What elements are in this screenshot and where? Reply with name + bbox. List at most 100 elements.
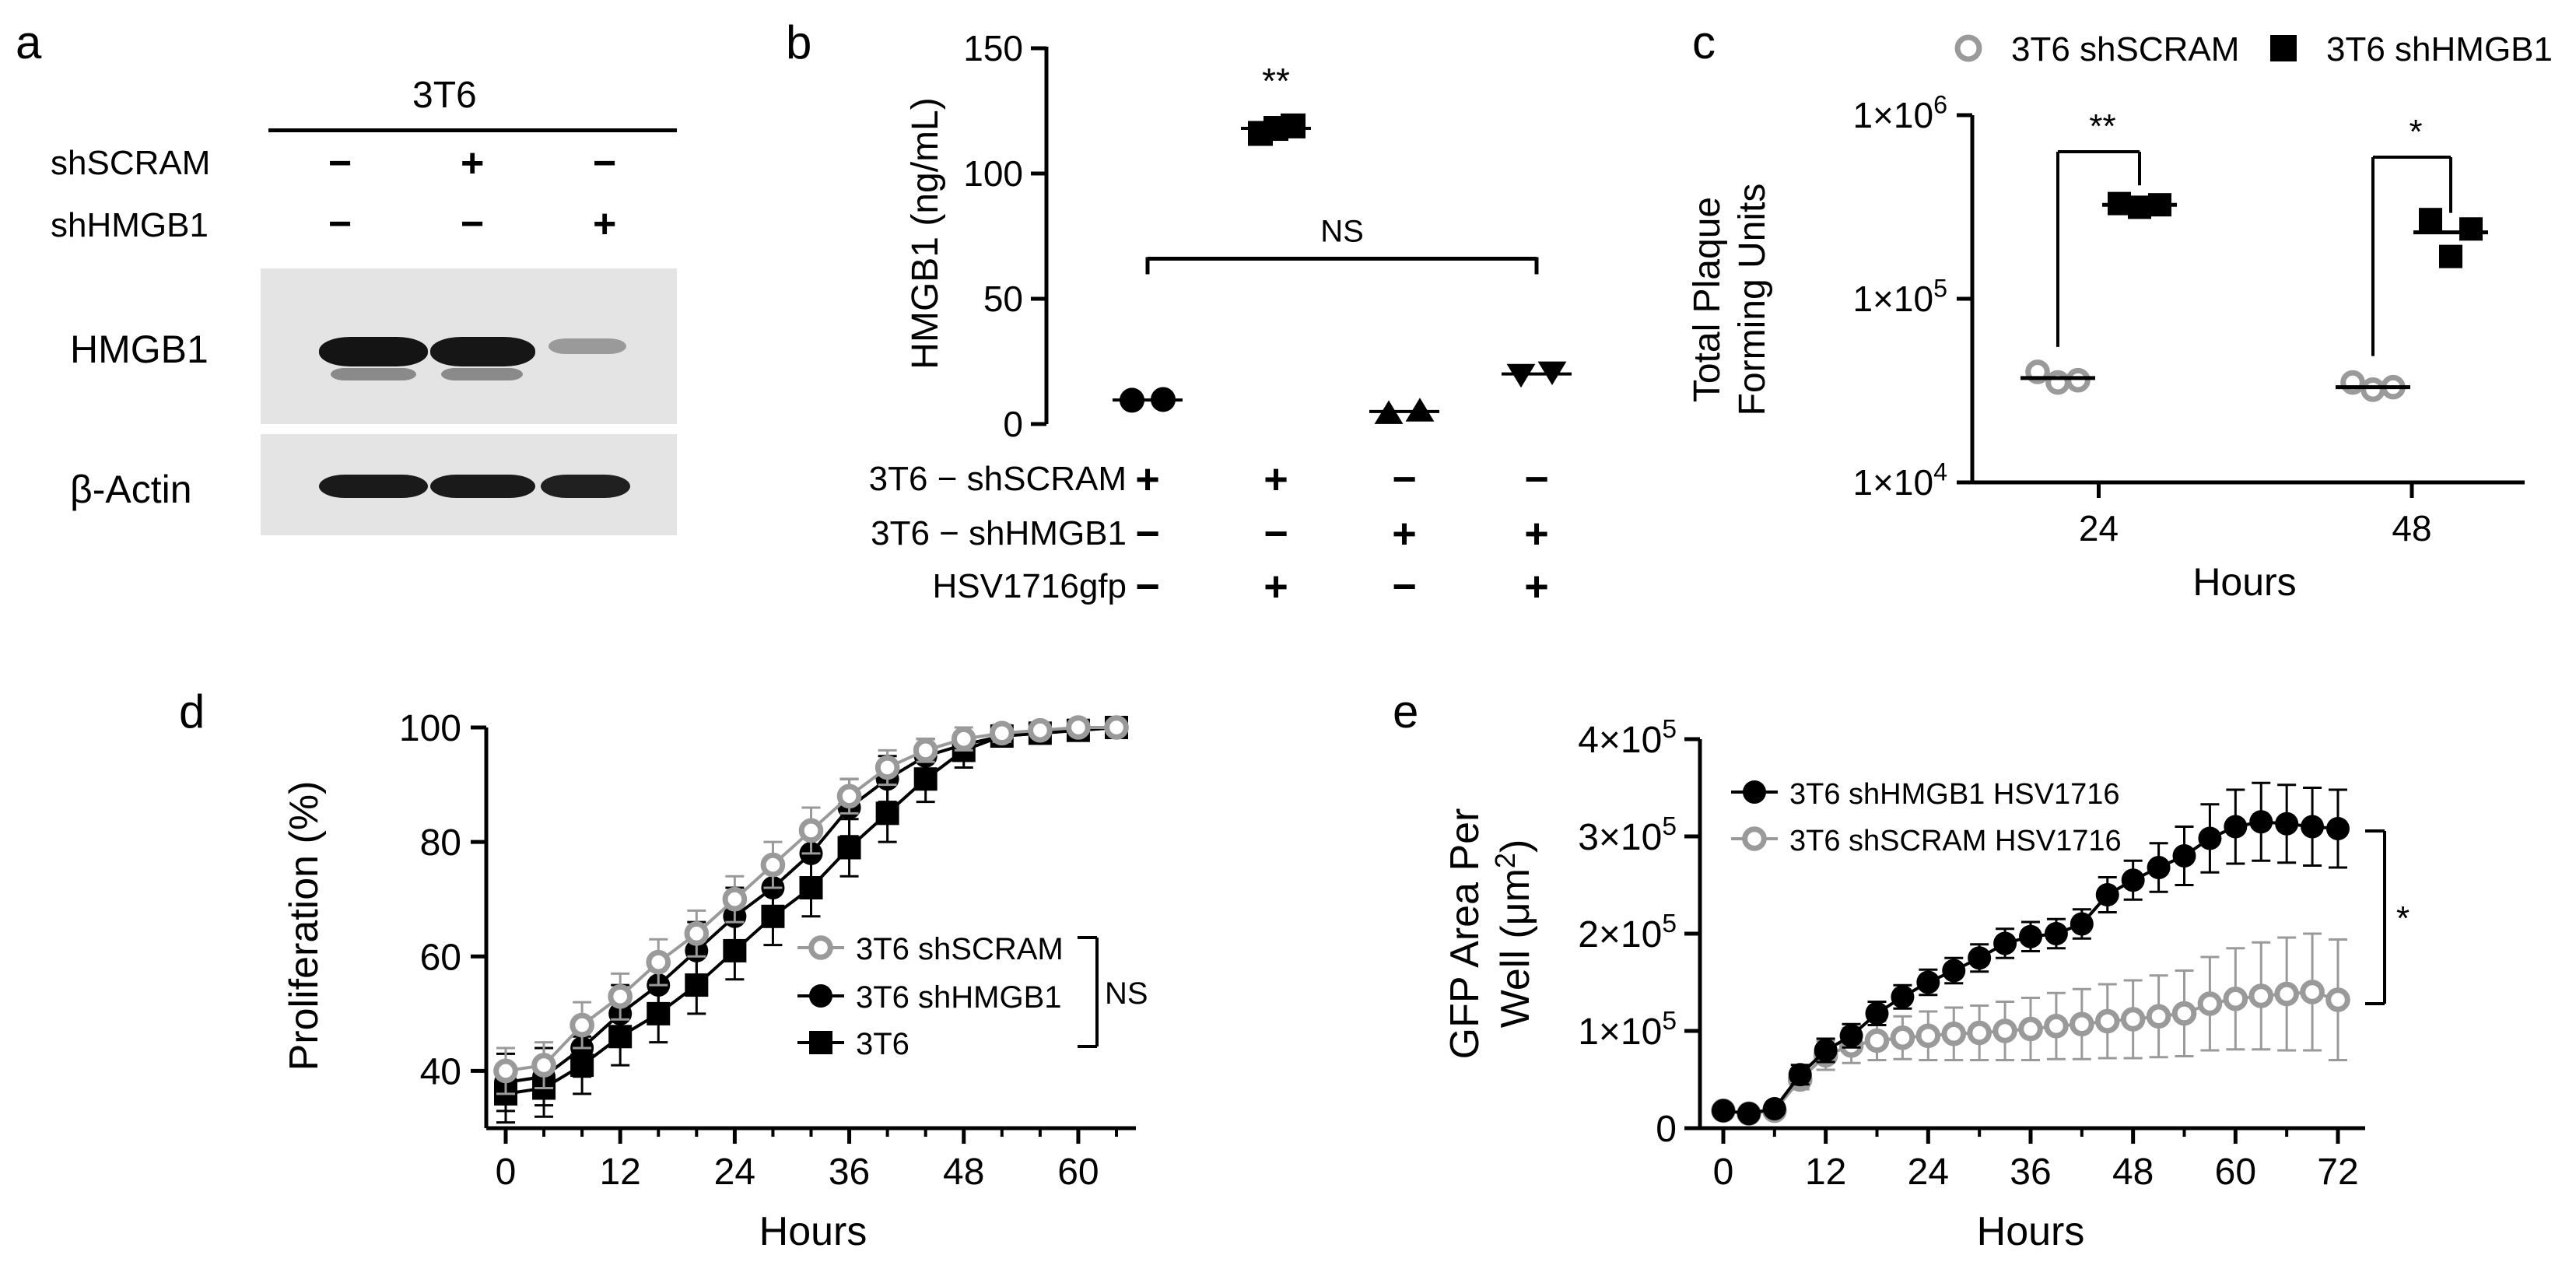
y-axis-label: GFP Area Per: [1442, 808, 1488, 1060]
data-point: [2172, 844, 2196, 868]
y-tick-label: 2×105: [1578, 910, 1677, 955]
legend-label: 3T6 shSCRAM: [2011, 30, 2239, 68]
data-point: [2070, 1011, 2094, 1037]
y-tick-label: 0: [1656, 1109, 1677, 1150]
data-point: [1941, 1021, 1967, 1046]
legend-marker: [1743, 780, 1766, 804]
legend-marker: [809, 984, 832, 1008]
condition-row-label: 3T6 − shHMGB1: [871, 514, 1127, 552]
y-tick-label: 60: [420, 937, 461, 978]
significance-label: *: [2409, 113, 2422, 151]
data-point: [1737, 1102, 1761, 1126]
x-tick-label: 24: [1908, 1152, 1949, 1193]
y-tick-label: 150: [963, 28, 1023, 68]
y-tick-label: 80: [420, 822, 461, 864]
legend-label: 3T6 shSCRAM: [856, 932, 1064, 966]
blot-actin-panel: [261, 434, 677, 535]
data-point: [1104, 715, 1129, 740]
legend-label: 3T6 shSCRAM HSV1716: [1789, 825, 2122, 857]
condition-sign: +: [1135, 456, 1160, 503]
blot-sign: +: [461, 141, 485, 186]
data-point: [2066, 367, 2091, 393]
data-point: [1916, 970, 1940, 994]
panel-label-d: d: [179, 685, 205, 738]
legend-marker: [809, 1031, 832, 1054]
legend-label: 3T6 shHMGB1: [856, 980, 1062, 1015]
data-point: [798, 818, 824, 843]
data-point: [1942, 959, 1966, 983]
data-point: [1915, 1023, 1941, 1049]
legend-marker: [2270, 35, 2297, 61]
data-point: [1865, 1001, 1889, 1025]
blot-band-hmgb1-lane2-lower: [441, 368, 523, 380]
blot-band-actin-lane2: [430, 475, 535, 498]
panel-label-b: b: [786, 16, 812, 68]
data-point: [2171, 1001, 2197, 1026]
condition-sign: +: [1263, 563, 1288, 610]
data-point: [1712, 1099, 1735, 1123]
condition-row-label: 3T6 − shSCRAM: [869, 460, 1127, 498]
condition-sign: +: [1524, 563, 1549, 610]
data-point: [646, 949, 671, 975]
data-point: [1993, 931, 2017, 955]
x-tick-label: 12: [1805, 1152, 1846, 1193]
data-point: [990, 720, 1015, 746]
data-point: [951, 726, 976, 752]
data-point: [1864, 1028, 1890, 1053]
condition-sign: +: [1263, 456, 1288, 503]
y-axis-label: HMGB1 (ng/mL): [905, 97, 946, 369]
y-axis-label: Well (μm2): [1489, 840, 1538, 1029]
y-tick-label: 3×105: [1578, 812, 1677, 858]
blot-band-hmgb1-lane1: [319, 337, 428, 366]
data-point: [2249, 810, 2273, 834]
data-point: [1891, 985, 1915, 1009]
data-point: [531, 1053, 556, 1078]
data-point: [1762, 1097, 1786, 1120]
data-point: [570, 1012, 594, 1038]
data-point: [2095, 883, 2119, 906]
y-tick-label: 100: [399, 708, 461, 749]
legend-marker: [1742, 826, 1767, 851]
data-point: [2094, 1008, 2120, 1034]
data-point: [2224, 815, 2248, 839]
blot-sign: +: [593, 202, 617, 247]
data-point: [2019, 924, 2042, 948]
legend-label: 3T6: [856, 1027, 909, 1061]
data-point: [1028, 717, 1053, 743]
condition-sign: −: [1135, 563, 1160, 610]
data-point: [2419, 208, 2442, 232]
data-point: [2044, 1013, 2069, 1039]
blot-band-actin-lane1: [319, 475, 428, 498]
blot-cell-line-label: 3T6: [412, 75, 477, 116]
x-tick-label: 24: [714, 1152, 755, 1193]
y-tick-label: 50: [983, 279, 1023, 319]
data-point: [836, 783, 862, 809]
x-tick-label: 72: [2317, 1152, 2358, 1193]
y-tick-label: 100: [963, 153, 1023, 194]
data-point: [760, 852, 786, 878]
y-axis-label: Forming Units: [1732, 184, 1773, 416]
blot-header-line: [268, 128, 677, 132]
y-tick-label: 1×105: [1578, 1007, 1677, 1053]
data-point: [2018, 1016, 2043, 1042]
data-point: [2044, 922, 2068, 945]
data-point: [722, 886, 748, 912]
blot-row-label-shhmgb1: shHMGB1: [51, 206, 209, 244]
ns-label: NS: [1320, 214, 1364, 248]
data-point: [913, 738, 938, 763]
legend-label: 3T6 shHMGB1 HSV1716: [1789, 778, 2120, 811]
series-line: [1723, 820, 2339, 1116]
blot-sign: −: [461, 202, 485, 247]
data-point: [1968, 946, 1992, 970]
x-tick-label: 0: [496, 1152, 517, 1193]
data-point: [2275, 812, 2299, 836]
data-point: [1839, 1024, 1863, 1048]
blot-sign: −: [328, 141, 352, 186]
data-point: [1890, 1025, 1915, 1050]
blot-band-actin-lane3: [541, 475, 630, 498]
